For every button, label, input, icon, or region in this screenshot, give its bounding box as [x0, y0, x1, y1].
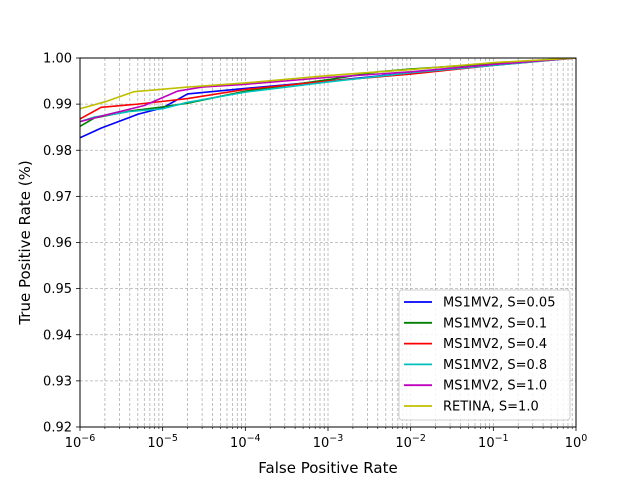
y-tick-label: 1.00 [43, 52, 72, 67]
y-tick-label: 0.99 [43, 98, 72, 113]
legend-label: MS1MV2, S=0.4 [443, 337, 547, 352]
y-tick-label: 0.94 [43, 328, 72, 343]
y-tick-label: 0.93 [43, 374, 72, 389]
y-tick-label: 0.96 [43, 236, 72, 251]
x-tick-label: 10−1 [478, 433, 509, 451]
legend: MS1MV2, S=0.05 MS1MV2, S=0.1 MS1MV2, S=0.4… [398, 289, 571, 421]
ticks [76, 57, 577, 431]
legend-label: MS1MV2, S=0.1 [443, 316, 547, 331]
x-tick-label: 10−4 [230, 433, 261, 451]
legend-label: MS1MV2, S=0.05 [443, 296, 555, 311]
legend-label: MS1MV2, S=0.8 [443, 358, 547, 373]
x-tick-label: 100 [565, 433, 588, 451]
legend-label: RETINA, S=1.0 [443, 400, 539, 415]
y-tick-label: 0.95 [43, 282, 72, 297]
legend-box [398, 289, 571, 421]
y-tick-label: 0.92 [43, 421, 72, 436]
x-tick-label: 10−3 [313, 433, 344, 451]
x-tick-label: 10−6 [65, 433, 96, 451]
x-tick-label: 10−2 [395, 433, 426, 451]
y-tick-labels: 0.92 0.93 0.94 0.95 0.96 0.97 0.98 0.99 1.00 [43, 52, 72, 436]
x-tick-label: 10−5 [147, 433, 178, 451]
series-line-3 [80, 58, 576, 123]
y-tick-label: 0.97 [43, 190, 72, 205]
y-axis-label: True Positive Rate (%) [16, 160, 34, 325]
series-line-4 [80, 58, 576, 123]
series-line-5 [80, 58, 576, 110]
y-tick-label: 0.98 [43, 144, 72, 159]
legend-items: MS1MV2, S=0.05 MS1MV2, S=0.1 MS1MV2, S=0.4… [404, 296, 555, 415]
legend-label: MS1MV2, S=1.0 [443, 379, 547, 394]
x-tick-labels: 10−6 10−5 10−4 10−3 10−2 10−1 100 [65, 433, 588, 451]
series-lines [80, 58, 576, 139]
x-axis-label: False Positive Rate [258, 459, 397, 477]
